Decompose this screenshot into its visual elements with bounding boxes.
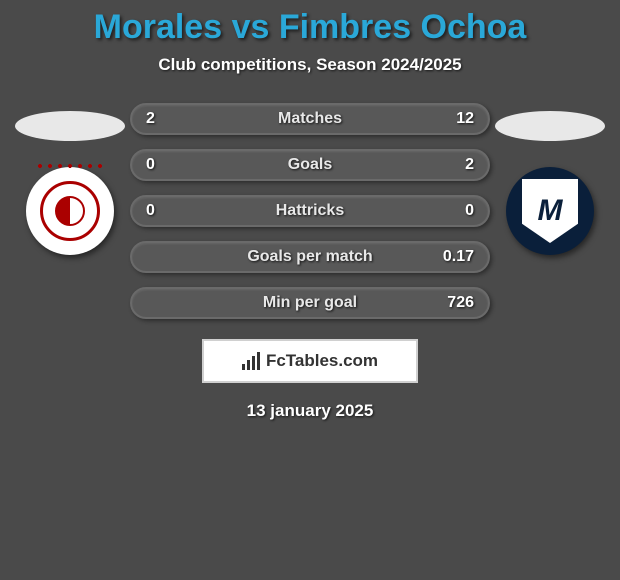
stat-row-matches: 2 Matches 12 [130,103,490,135]
stat-right-value: 0 [434,202,474,220]
right-side: M [490,103,610,255]
brand-box[interactable]: FcTables.com [202,339,418,383]
stat-right-value: 726 [434,294,474,312]
stat-row-min-per-goal: Min per goal 726 [130,287,490,319]
stat-left-value: 2 [146,110,186,128]
stat-row-hattricks: 0 Hattricks 0 [130,195,490,227]
left-player-placeholder [15,111,125,141]
stat-label: Hattricks [186,202,434,220]
toluca-badge-icon [40,181,100,241]
right-club-badge: M [506,167,594,255]
stat-row-goals: 0 Goals 2 [130,149,490,181]
stat-left-value: 0 [146,156,186,174]
stat-label: Goals [186,156,434,174]
stat-right-value: 0.17 [434,248,474,266]
right-player-placeholder [495,111,605,141]
bars-icon [242,352,260,370]
stat-right-value: 2 [434,156,474,174]
stat-label: Min per goal [186,294,434,312]
main-row: 2 Matches 12 0 Goals 2 0 Hattricks 0 Goa… [0,103,620,319]
stat-row-goals-per-match: Goals per match 0.17 [130,241,490,273]
left-side [10,103,130,255]
stats-column: 2 Matches 12 0 Goals 2 0 Hattricks 0 Goa… [130,103,490,319]
date-label: 13 january 2025 [0,401,620,421]
monterrey-badge-icon: M [522,179,578,243]
page-title: Morales vs Fimbres Ochoa [0,8,620,47]
stat-left-value: 0 [146,202,186,220]
comparison-card: Morales vs Fimbres Ochoa Club competitio… [0,0,620,421]
stat-right-value: 12 [434,110,474,128]
left-club-badge [26,167,114,255]
brand-text: FcTables.com [266,351,378,371]
subtitle: Club competitions, Season 2024/2025 [0,55,620,75]
stat-label: Matches [186,110,434,128]
stat-label: Goals per match [186,248,434,266]
